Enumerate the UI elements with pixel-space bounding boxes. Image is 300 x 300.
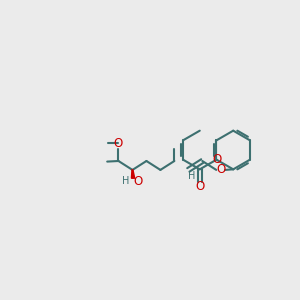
Text: H: H	[122, 176, 129, 186]
Text: O: O	[212, 153, 222, 166]
Text: O: O	[114, 137, 123, 150]
Text: H: H	[188, 172, 195, 182]
Text: O: O	[216, 164, 225, 176]
Text: O: O	[134, 175, 143, 188]
Text: O: O	[195, 180, 204, 194]
Polygon shape	[131, 170, 135, 178]
